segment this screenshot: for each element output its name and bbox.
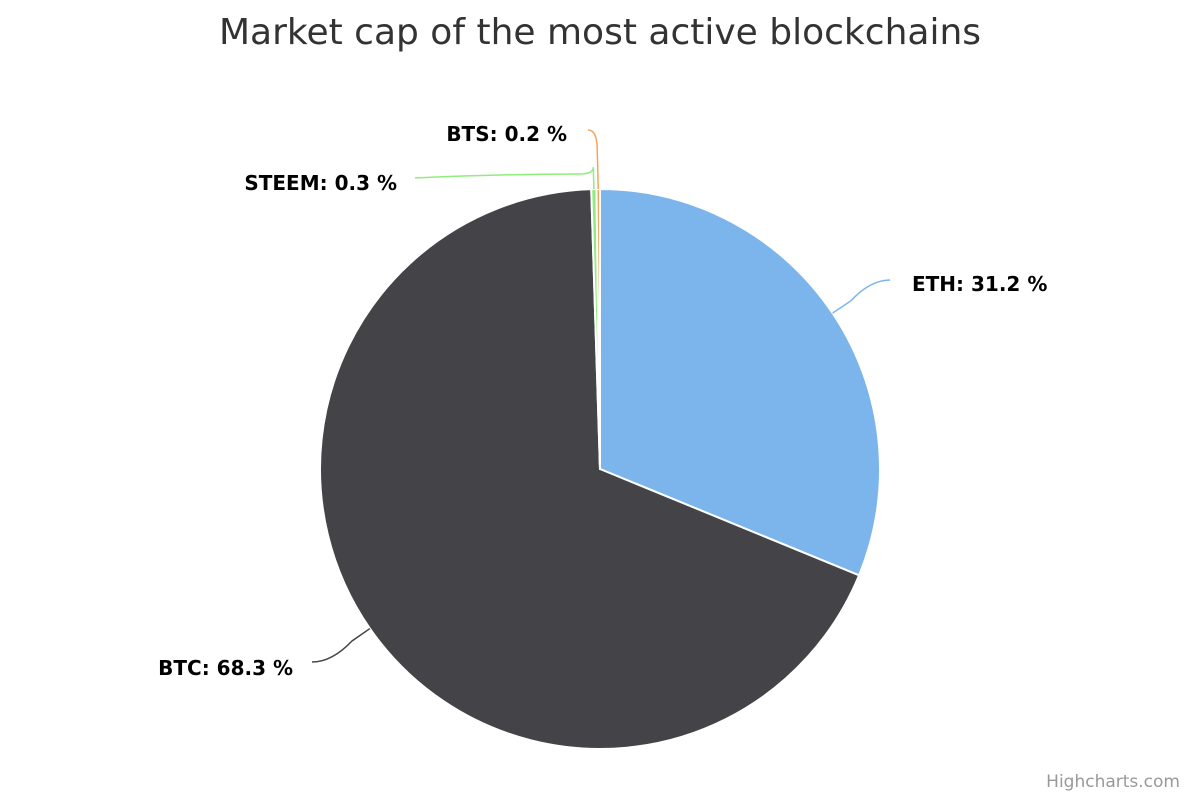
connector-steem — [414, 166, 595, 190]
data-label-steem: STEEM: 0.3 % — [244, 171, 397, 195]
credits-link[interactable]: Highcharts.com — [1046, 772, 1180, 792]
labels-layer: ETH: 31.2 % BTC: 68.3 % STEEM: 0.3 % BTS: 0… — [158, 122, 1047, 680]
data-label-bts: BTS: 0.2 % — [446, 122, 567, 146]
data-label-btc: BTC: 68.3 % — [158, 656, 293, 680]
slices-layer — [319, 187, 881, 750]
connector-btc — [311, 627, 371, 663]
chart-title: Market cap of the most active blockchain… — [218, 12, 982, 53]
connectors-layer — [311, 129, 891, 663]
pie-slice-btc[interactable] — [319, 188, 861, 750]
connector-bts — [587, 129, 599, 190]
data-label-eth: ETH: 31.2 % — [912, 272, 1047, 296]
connector-eth — [832, 279, 891, 314]
